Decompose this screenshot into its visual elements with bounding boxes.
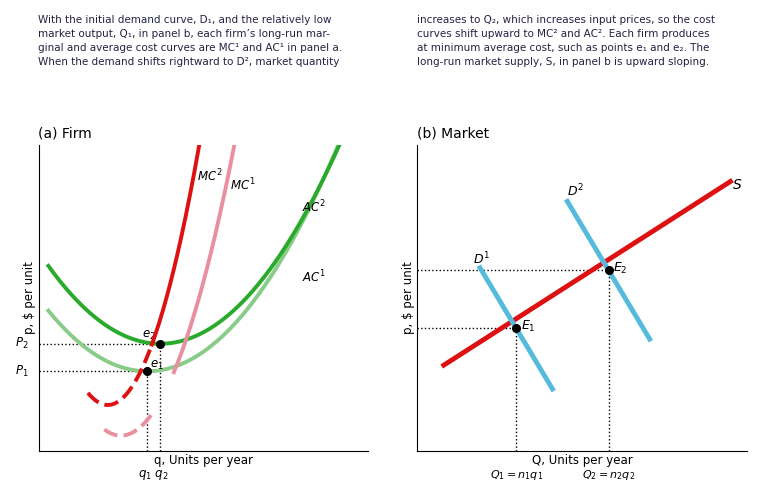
Text: $P_1$: $P_1$: [15, 364, 28, 379]
Text: $E_2$: $E_2$: [614, 261, 628, 276]
X-axis label: q, Units per year: q, Units per year: [154, 454, 253, 466]
Text: $AC^1$: $AC^1$: [302, 269, 326, 286]
Text: $D^1$: $D^1$: [474, 251, 490, 268]
Text: $Q_1 = n_1 q_1$: $Q_1 = n_1 q_1$: [490, 468, 543, 482]
Text: (b) Market: (b) Market: [417, 127, 490, 141]
Text: $P_2$: $P_2$: [15, 336, 28, 351]
Text: $S$: $S$: [732, 177, 742, 191]
Text: $e_2$: $e_2$: [142, 329, 156, 342]
Text: (a) Firm: (a) Firm: [38, 127, 92, 141]
Text: $Q_2 = n_2 q_2$: $Q_2 = n_2 q_2$: [582, 468, 635, 482]
Text: $e_1$: $e_1$: [150, 359, 163, 372]
Text: $AC^2$: $AC^2$: [302, 198, 326, 215]
Text: $MC^1$: $MC^1$: [229, 177, 256, 194]
Text: increases to Q₂, which increases input prices, so the cost
curves shift upward t: increases to Q₂, which increases input p…: [417, 15, 715, 67]
Text: $E_1$: $E_1$: [521, 319, 536, 334]
Y-axis label: p, $ per unit: p, $ per unit: [402, 262, 414, 334]
Text: $q_1\ q_2$: $q_1\ q_2$: [139, 468, 169, 482]
Y-axis label: p, $ per unit: p, $ per unit: [23, 262, 35, 334]
Text: $MC^2$: $MC^2$: [196, 168, 223, 184]
X-axis label: Q, Units per year: Q, Units per year: [532, 454, 632, 466]
Text: With the initial demand curve, D₁, and the relatively low
market output, Q₁, in : With the initial demand curve, D₁, and t…: [38, 15, 343, 67]
Text: $D^2$: $D^2$: [567, 183, 584, 200]
